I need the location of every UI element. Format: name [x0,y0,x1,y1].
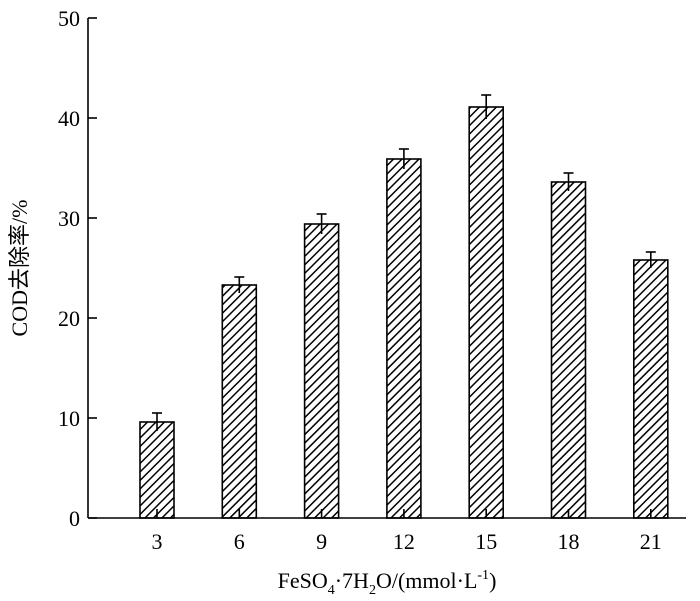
error-bar-9 [316,213,327,234]
bar-9 [303,223,340,519]
error-bar-12 [398,148,409,169]
x-tick-label: 9 [316,529,327,554]
x-title-sub-2: 2 [369,583,376,598]
error-bars [152,94,656,431]
bar-3 [139,421,175,519]
y-ticks: 0 10 20 30 40 50 [58,6,97,531]
x-axis-title: FeSO4·7H2O/(mmol·L-1) [278,568,497,598]
error-bar-15 [481,94,492,119]
y-tick-label: 40 [58,106,80,131]
x-title-sub-1: 4 [328,583,335,598]
x-title-part-2: ·7H [335,568,369,593]
y-tick-label: 30 [58,206,80,231]
bar-6 [221,284,258,519]
error-bar-3 [152,412,162,431]
x-title-sup: -1 [477,568,489,583]
bar-18 [550,181,587,519]
x-tick-label: 18 [558,529,580,554]
bar-15 [468,106,505,519]
x-tick-label: 21 [640,529,662,554]
error-bar-21 [645,251,656,268]
x-title-part-1: FeSO [278,568,328,593]
error-bar-6 [234,276,245,293]
y-tick-label: 10 [58,406,80,431]
x-tick-label: 3 [152,529,163,554]
x-tick-label: 6 [234,529,245,554]
x-ticks: 3 6 9 12 15 18 21 [152,509,662,554]
y-tick-label: 0 [69,506,80,531]
y-tick-label: 50 [58,6,80,31]
bar-21 [632,259,669,519]
x-title-part-4: ) [489,568,496,593]
x-title-part-3: O/(mmol·L [376,568,477,593]
x-tick-label: 15 [475,529,497,554]
x-tick-label: 12 [393,529,415,554]
y-axis-title: COD去除率/% [7,200,32,337]
y-tick-label: 20 [58,306,80,331]
error-bar-18 [563,172,574,191]
bar-12 [386,158,422,519]
